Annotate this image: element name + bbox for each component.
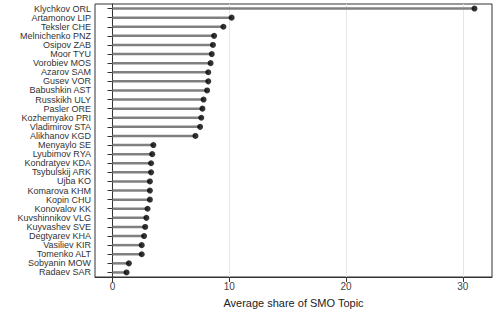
svg-text:Average share of SMO Topic: Average share of SMO Topic: [223, 297, 364, 309]
svg-text:Melnichenko PNZ: Melnichenko PNZ: [20, 30, 91, 41]
svg-text:Sobyanin MOW: Sobyanin MOW: [28, 258, 91, 269]
svg-text:10: 10: [224, 281, 236, 292]
svg-text:Babushkin AST: Babushkin AST: [29, 85, 91, 96]
svg-text:Radaev SAR: Radaev SAR: [39, 267, 92, 277]
svg-text:Kopin CHU: Kopin CHU: [46, 194, 91, 205]
svg-text:Konovalov KK: Konovalov KK: [34, 203, 91, 214]
svg-text:Moor TYU: Moor TYU: [50, 49, 91, 59]
svg-text:Kuvshinnikov VLG: Kuvshinnikov VLG: [17, 212, 91, 223]
svg-text:Alikhanov KGD: Alikhanov KGD: [30, 130, 91, 141]
svg-text:Degtyarev KHA: Degtyarev KHA: [29, 231, 91, 242]
svg-text:Vasiliev KIR: Vasiliev KIR: [43, 240, 91, 251]
svg-text:Vladimirov STA: Vladimirov STA: [29, 121, 91, 132]
svg-text:Lyubimov RYA: Lyubimov RYA: [32, 149, 91, 160]
svg-text:Ujba KO: Ujba KO: [57, 176, 91, 187]
svg-text:Artamonov LIP: Artamonov LIP: [31, 12, 91, 23]
svg-text:Pasler ORE: Pasler ORE: [43, 103, 91, 114]
svg-text:Komarova KHM: Komarova KHM: [27, 185, 91, 196]
svg-text:Vorobiev MOS: Vorobiev MOS: [33, 58, 91, 69]
svg-text:Kondratyev KDA: Kondratyev KDA: [24, 158, 91, 169]
svg-text:Kuyvashev SVE: Kuyvashev SVE: [26, 221, 91, 232]
svg-text:Kozhemyako PRI: Kozhemyako PRI: [21, 112, 91, 123]
svg-text:Klychkov ORL: Klychkov ORL: [34, 3, 91, 14]
svg-text:20: 20: [340, 281, 352, 292]
svg-text:0: 0: [110, 281, 116, 292]
svg-text:Azarov SAM: Azarov SAM: [41, 67, 91, 78]
svg-text:Teksler CHE: Teksler CHE: [41, 21, 91, 32]
svg-text:Tomenko ALT: Tomenko ALT: [36, 249, 91, 260]
svg-text:Russkikh ULY: Russkikh ULY: [35, 94, 91, 105]
svg-text:30: 30: [457, 281, 469, 292]
svg-text:Menyaylo SE: Menyaylo SE: [38, 140, 91, 151]
svg-text:Gusev VOR: Gusev VOR: [43, 76, 91, 87]
svg-text:Osipov ZAB: Osipov ZAB: [43, 40, 91, 50]
svg-text:Tsybulskij ARK: Tsybulskij ARK: [32, 167, 91, 178]
